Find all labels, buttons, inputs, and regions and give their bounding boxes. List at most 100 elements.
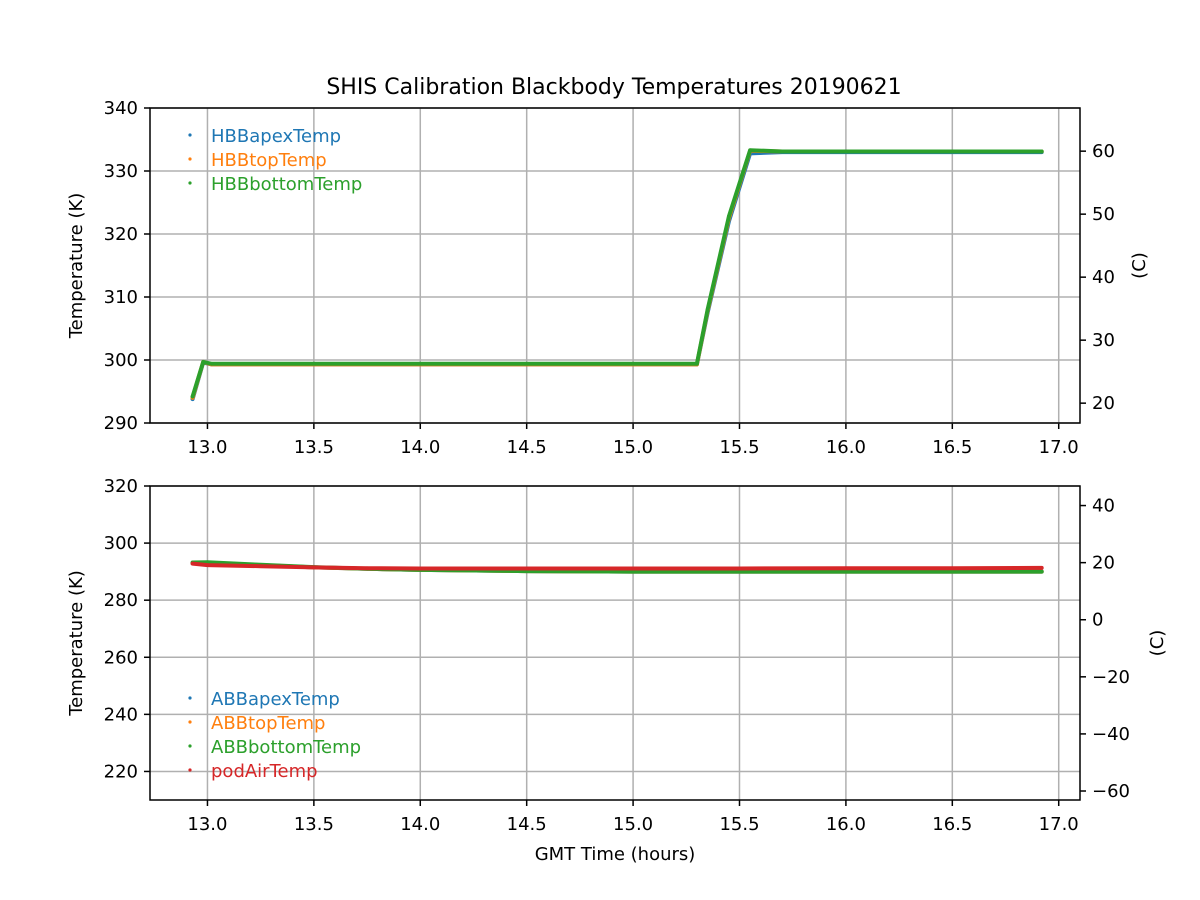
y-tick-label: 330 [104, 161, 138, 182]
x-tick-label: 14.0 [400, 437, 440, 458]
x-tick-label: 13.5 [294, 814, 334, 835]
x-tick-label: 13.0 [187, 814, 227, 835]
right-tick-label: 30 [1092, 330, 1115, 351]
data-point [1039, 149, 1044, 154]
x-tick-label: 14.5 [507, 437, 547, 458]
data-point [950, 149, 955, 154]
right-tick-label: 40 [1092, 496, 1115, 517]
data-point [418, 361, 423, 366]
legend-marker [188, 744, 192, 748]
y-tick-label: 310 [104, 287, 138, 308]
right-axis-title: (C) [1147, 630, 1168, 657]
x-tick-label: 15.5 [719, 814, 759, 835]
y-axis-title: Temperature (K) [66, 193, 87, 340]
chart-title: SHIS Calibration Blackbody Temperatures … [326, 75, 901, 100]
axes-frame [149, 107, 1081, 424]
legend-label: podAirTemp [211, 761, 318, 782]
y-tick-label: 240 [104, 704, 138, 725]
data-point [748, 148, 752, 153]
data-point [631, 566, 635, 571]
right-axis-title: (C) [1129, 252, 1150, 279]
y-tick-label: 300 [104, 350, 138, 371]
y-tick-label: 320 [104, 224, 138, 245]
data-point [365, 566, 369, 571]
x-tick-label: 16.0 [826, 437, 866, 458]
data-point [727, 214, 731, 219]
data-point [205, 563, 210, 567]
right-tick-label: 0 [1092, 610, 1103, 631]
top-panel: 13.0 13.5 14.0 14.5 15.0 15.5 16.0 16.5 17.0 290 3… [66, 98, 1150, 458]
right-tick-label: 20 [1092, 553, 1115, 574]
y-tick-label: 300 [104, 533, 138, 554]
data-point [312, 565, 316, 570]
right-tick-label: −40 [1092, 724, 1130, 745]
data-point [844, 149, 848, 154]
legend-marker [188, 157, 192, 161]
x-axis-title: GMT Time (hours) [535, 844, 696, 865]
right-tick-label: 20 [1092, 393, 1115, 414]
legend-label: ABBbottomTemp [211, 737, 361, 758]
legend-marker [188, 720, 192, 724]
data-point [695, 361, 699, 366]
data-point [737, 566, 742, 571]
legend-marker [188, 768, 192, 772]
data-point [312, 361, 316, 366]
data-point [524, 566, 529, 571]
data-point [1039, 569, 1044, 574]
data-point [524, 361, 529, 366]
legend-label: HBBbottomTemp [211, 174, 362, 195]
data-point [950, 569, 955, 574]
data-point [780, 149, 784, 154]
x-tick-label: 15.0 [613, 437, 653, 458]
x-tick-label: 15.0 [613, 814, 653, 835]
y-tick-label: 290 [104, 413, 138, 434]
data-point [844, 569, 848, 574]
series-trace [190, 561, 1044, 571]
series-podAirTemp [190, 561, 1044, 571]
data-point [631, 361, 635, 366]
series-HBBbottomTemp [190, 148, 1044, 399]
data-point [1039, 566, 1044, 570]
y-axis-title: Temperature (K) [66, 570, 87, 717]
data-point [190, 394, 195, 399]
data-point [631, 569, 635, 574]
legend-label: HBBtopTemp [211, 150, 327, 171]
legend-marker [188, 133, 192, 137]
right-tick-label: 40 [1092, 267, 1115, 288]
x-tick-label: 14.0 [400, 814, 440, 835]
legend-label: HBBapexTemp [211, 126, 341, 147]
legend-marker [188, 696, 192, 700]
y-tick-label: 340 [104, 98, 138, 119]
x-tick-label: 17.0 [1039, 437, 1079, 458]
y-tick-label: 260 [104, 647, 138, 668]
right-tick-label: 60 [1092, 141, 1115, 162]
y-tick-label: 280 [104, 590, 138, 611]
data-point [418, 566, 423, 571]
x-tick-label: 14.5 [507, 814, 547, 835]
data-point [190, 561, 195, 566]
x-tick-label: 15.5 [719, 437, 759, 458]
data-point [258, 564, 263, 569]
data-point [201, 360, 206, 364]
data-point [737, 569, 742, 574]
x-tick-label: 16.0 [826, 814, 866, 835]
right-tick-label: 50 [1092, 204, 1115, 225]
right-tick-label: −60 [1092, 781, 1130, 802]
axes-frame [149, 485, 1081, 801]
y-tick-label: 220 [104, 761, 138, 782]
legend-marker [188, 181, 192, 185]
data-point [844, 566, 848, 571]
x-tick-label: 17.0 [1039, 814, 1079, 835]
right-tick-label: −20 [1092, 667, 1130, 688]
x-tick-label: 13.0 [187, 437, 227, 458]
data-point [209, 361, 214, 366]
x-tick-label: 16.5 [932, 814, 972, 835]
x-tick-label: 13.5 [294, 437, 334, 458]
bottom-panel: 13.0 13.5 14.0 14.5 15.0 15.5 16.0 16.5 17.0 220 2… [66, 476, 1168, 865]
x-tick-label: 16.5 [932, 437, 972, 458]
y-tick-label: 320 [104, 476, 138, 497]
legend-label: ABBapexTemp [211, 689, 340, 710]
legend-label: ABBtopTemp [211, 713, 325, 734]
data-point [705, 307, 710, 312]
